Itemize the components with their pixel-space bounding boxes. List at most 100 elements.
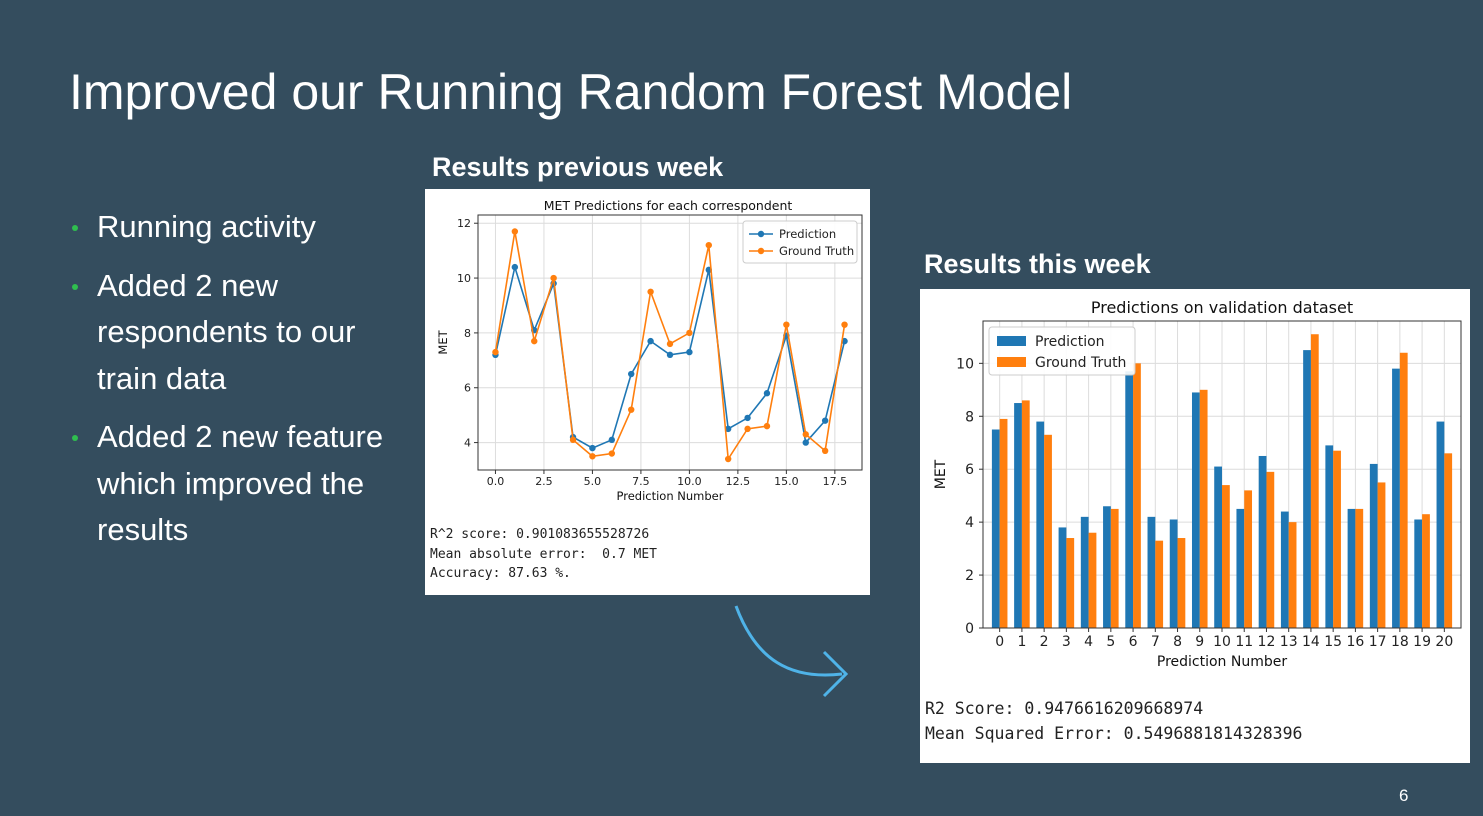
x-tick-label: 5.0 [584, 475, 602, 488]
x-tick-label: 0 [995, 634, 1004, 650]
y-tick-label: 12 [457, 217, 471, 230]
stat-r2: R^2 score: 0.901083655528726 [430, 527, 650, 542]
x-tick-label: 2 [1040, 634, 1049, 650]
data-point [802, 439, 809, 446]
bar [1110, 508, 1119, 628]
legend-marker [757, 230, 765, 238]
x-tick-label: 10.0 [677, 475, 702, 488]
y-tick-label: 2 [965, 568, 974, 584]
bar [1014, 403, 1022, 628]
legend-label: Ground Truth [779, 244, 854, 258]
data-point [608, 436, 616, 444]
legend-box [742, 220, 858, 264]
stat-mae: Mean absolute error: 0.7 MET [430, 546, 657, 562]
bar [1191, 392, 1200, 628]
data-point [628, 370, 635, 378]
bar [1236, 508, 1245, 628]
data-point [628, 406, 635, 413]
chart-title: MET Predictions for each correspondent [544, 198, 793, 213]
bar [991, 429, 1000, 628]
x-tick-label: 19 [1413, 634, 1431, 650]
bar [1414, 519, 1423, 628]
bar [1422, 514, 1430, 628]
data-point [569, 436, 577, 444]
stat-r2: R2 Score: 0.9476616209668974 [925, 699, 1204, 718]
bar [1199, 389, 1208, 628]
bullet-item: Added 2 new feature which improved the r… [72, 414, 417, 554]
bar [1147, 516, 1156, 628]
bar [1280, 511, 1289, 628]
bar [1303, 350, 1311, 628]
bar [1266, 471, 1275, 628]
x-tick-label: 0.0 [487, 475, 505, 488]
data-point [744, 414, 751, 422]
x-tick-label: 15.0 [774, 475, 799, 488]
data-point [686, 329, 693, 337]
bar [1333, 450, 1341, 628]
bar [1133, 363, 1141, 628]
data-point [763, 390, 771, 397]
bullet-item: Added 2 new respondents to our train dat… [72, 263, 417, 403]
y-tick-label: 10 [457, 272, 471, 285]
x-tick-label: 11 [1235, 634, 1253, 650]
x-tick-label: 1 [1017, 634, 1026, 650]
bar [1377, 482, 1386, 628]
bar [1347, 508, 1356, 628]
bar [1369, 463, 1378, 628]
data-point [686, 348, 693, 356]
data-point [550, 274, 557, 282]
x-tick-label: 7.5 [632, 475, 650, 488]
legend-marker [757, 247, 765, 255]
data-point [531, 337, 538, 345]
x-axis-label: Prediction Number [1157, 654, 1287, 670]
x-tick-label: 13 [1280, 634, 1298, 650]
y-tick-label: 4 [965, 515, 974, 531]
bar [1258, 455, 1267, 628]
bullet-list: Running activity Added 2 new respondents… [72, 204, 417, 566]
data-point [511, 263, 519, 271]
bar [999, 418, 1008, 628]
legend-swatch [997, 336, 1026, 346]
data-point [744, 425, 751, 433]
bar [1325, 445, 1334, 628]
data-point [647, 337, 654, 345]
data-point [589, 444, 596, 452]
x-tick-label: 17.5 [823, 475, 848, 488]
x-tick-label: 15 [1324, 634, 1342, 650]
y-axis-label: MET [933, 459, 949, 489]
this-week-heading: Results this week [924, 249, 1151, 279]
data-point [802, 431, 809, 438]
y-tick-label: 4 [464, 437, 471, 450]
bar [1310, 334, 1319, 628]
bar [1080, 516, 1089, 628]
data-point [608, 450, 616, 457]
slide-title: Improved our Running Random Forest Model [69, 64, 1073, 120]
x-tick-label: 7 [1151, 634, 1160, 650]
x-tick-label: 20 [1435, 634, 1453, 650]
data-point [821, 417, 829, 424]
bar [1044, 434, 1052, 628]
y-tick-label: 8 [464, 327, 471, 340]
data-point [492, 348, 499, 356]
bar [1088, 532, 1097, 628]
data-point [705, 241, 712, 249]
current-stats: R2 Score: 0.9476616209668974 Mean Squared… [925, 697, 1303, 746]
legend-label: Prediction [1035, 334, 1105, 350]
data-point [763, 422, 771, 430]
bullet-text: Added 2 new respondents to our train dat… [97, 267, 356, 396]
plot-frame [477, 214, 863, 471]
curved-arrow-icon [734, 605, 849, 698]
bullet-item: Running activity [72, 204, 417, 251]
x-tick-label: 3 [1062, 634, 1071, 650]
chart-title: Predictions on validation dataset [1091, 298, 1353, 317]
legend-swatch [997, 357, 1026, 367]
plot-frame [982, 320, 1462, 629]
bar-chart: 0 1 2 3 4 5 6 7 8 9 10 11 12 13 14 15 16 17 18 19 200246810P… [933, 298, 1462, 670]
bar [1155, 540, 1164, 628]
page-number: 6 [1399, 786, 1409, 805]
y-tick-label: 8 [965, 409, 974, 425]
legend-label: Prediction [779, 227, 836, 241]
bar [1169, 519, 1178, 628]
x-tick-label: 18 [1391, 634, 1409, 650]
x-tick-label: 12.5 [726, 475, 751, 488]
